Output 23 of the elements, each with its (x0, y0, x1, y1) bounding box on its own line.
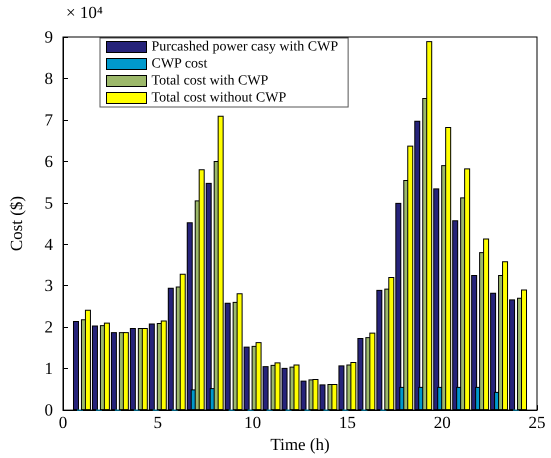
legend-label: Purcashed power casy with CWP (152, 40, 338, 54)
y-tick-label: 8 (44, 68, 53, 88)
y-tick-label: 2 (44, 318, 53, 337)
legend-label: Total cost without CWP (152, 90, 286, 106)
x-tick-label: 0 (58, 413, 68, 432)
x-tick-label: 5 (154, 413, 162, 432)
text: × 10⁴ (66, 3, 103, 22)
y-tick-label: 4 (44, 234, 54, 254)
y-tick-label: 1 (44, 359, 53, 378)
y-tick-label: 0 (44, 400, 53, 420)
x-tick-label: 20 (434, 413, 451, 432)
x-axis-title: Time (h) (270, 435, 330, 454)
x-tick-label: 15 (338, 413, 356, 432)
y-axis-title: Cost ($) (7, 196, 26, 252)
y-tick-label: 9 (44, 28, 53, 46)
x-tick-label: 25 (528, 413, 546, 432)
x-tick-label: 10 (244, 413, 262, 432)
y-tick-label: 3 (44, 276, 53, 296)
legend-label: Total cost with CWP (152, 74, 269, 88)
legend-label: CWP cost (152, 56, 208, 72)
y-tick-label: 6 (44, 152, 53, 171)
y-tick-label: 7 (44, 110, 54, 130)
y-tick-label: 5 (44, 193, 53, 212)
